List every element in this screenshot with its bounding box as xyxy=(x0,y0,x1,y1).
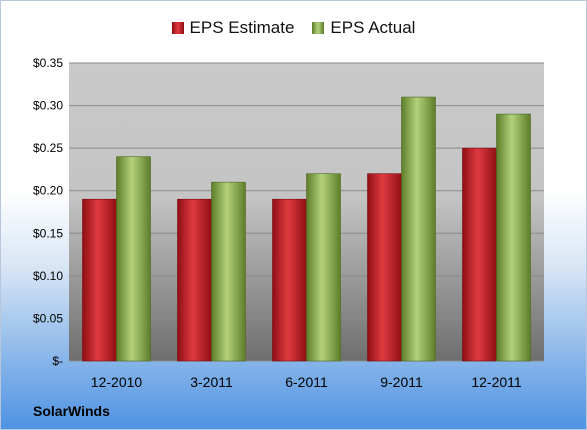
legend: EPS Estimate EPS Actual xyxy=(1,18,586,38)
y-tick-label: $0.05 xyxy=(33,311,63,325)
bar-eps-estimate xyxy=(82,198,117,362)
bars xyxy=(82,96,531,362)
x-tick-label: 6-2011 xyxy=(285,374,328,390)
bar-eps-estimate xyxy=(177,198,212,362)
y-axis: $- $0.05 $0.10 $0.15 $0.20 $0.25 $0.30 $0.35 xyxy=(33,56,63,368)
y-tick-label: $0.10 xyxy=(33,269,63,283)
legend-label-estimate: EPS Estimate xyxy=(189,18,295,37)
x-tick-label: 3-2011 xyxy=(190,374,233,390)
legend-item-actual: EPS Actual xyxy=(312,18,415,38)
bar-eps-actual xyxy=(116,156,151,362)
x-axis: 12-2010 3-2011 6-2011 9-2011 12-2011 xyxy=(91,374,522,390)
x-tick-label: 12-2011 xyxy=(471,374,522,390)
legend-label-actual: EPS Actual xyxy=(330,18,416,37)
bar-eps-actual xyxy=(496,113,531,362)
bar-eps-actual xyxy=(401,96,436,362)
bar-eps-actual xyxy=(211,181,246,362)
legend-swatch-estimate xyxy=(171,22,184,34)
y-tick-label: $0.35 xyxy=(33,56,63,70)
y-tick-label: $0.30 xyxy=(33,99,63,113)
y-tick-label: $0.20 xyxy=(33,184,63,198)
bar-eps-estimate xyxy=(272,198,307,362)
bar-eps-estimate xyxy=(367,173,402,362)
x-tick-label: 12-2010 xyxy=(91,374,143,390)
x-tick-label: 9-2011 xyxy=(380,374,423,390)
legend-swatch-actual xyxy=(312,22,325,34)
y-tick-label: $0.25 xyxy=(33,141,63,155)
y-tick-label: $0.15 xyxy=(33,226,63,240)
y-tick-label: $- xyxy=(52,354,63,368)
company-name: SolarWinds xyxy=(33,403,110,419)
legend-item-estimate: EPS Estimate xyxy=(171,18,295,38)
bar-eps-actual xyxy=(306,173,341,362)
bar-eps-estimate xyxy=(462,147,497,362)
